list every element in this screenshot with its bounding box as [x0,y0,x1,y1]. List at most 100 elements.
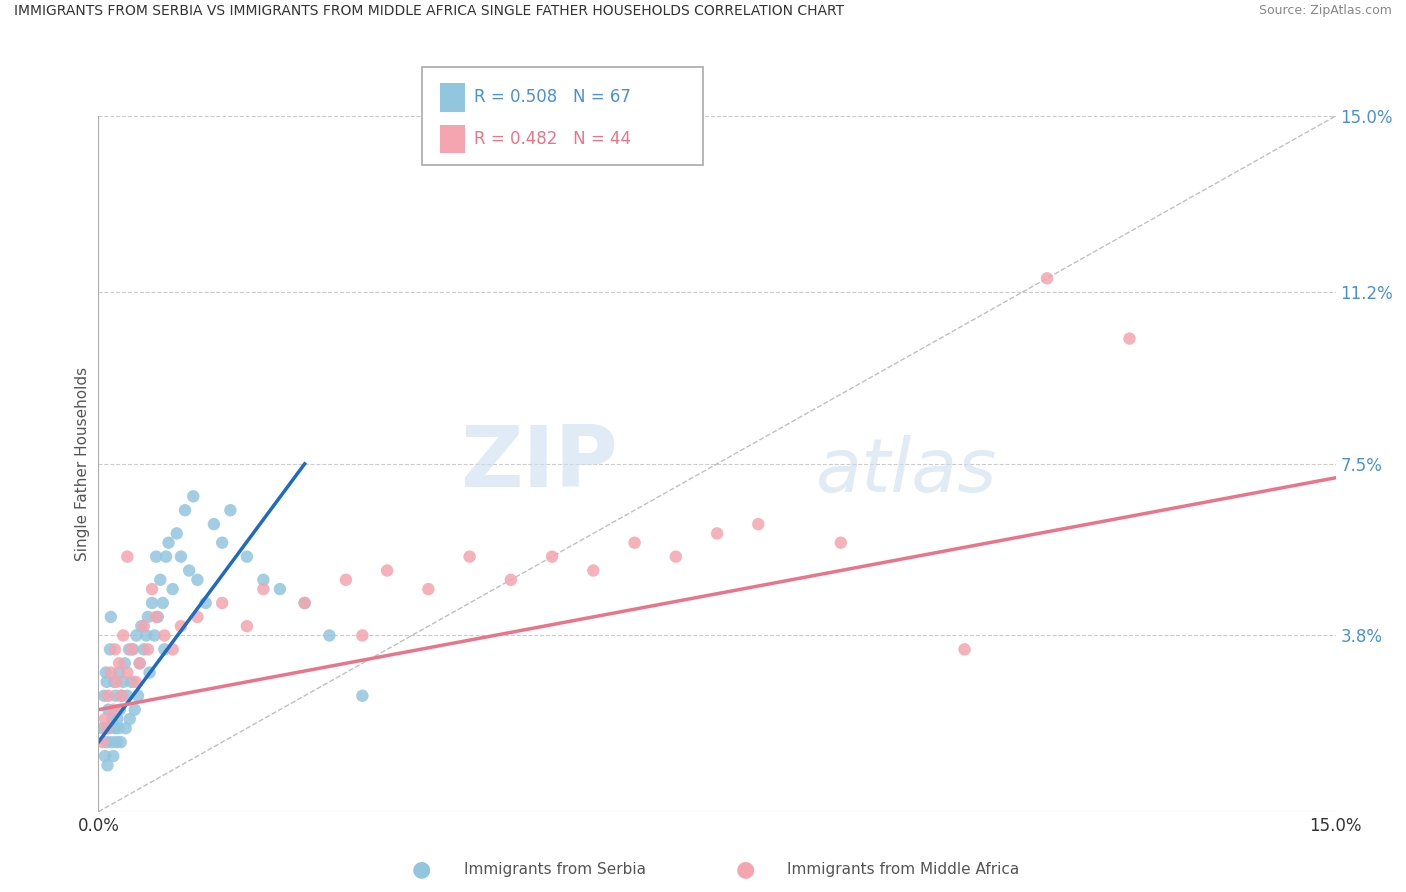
Point [105,712,128,726]
Point [202,517,225,532]
Point [132,619,155,633]
Point [103,749,125,764]
Point [186,573,208,587]
Text: Immigrants from Middle Africa: Immigrants from Middle Africa [787,863,1019,877]
Point [110,735,132,749]
Point [110,689,132,703]
Point [145,549,167,564]
Point [110,689,132,703]
Point [100,735,122,749]
Point [100,665,122,680]
Point [582,564,605,578]
Point [124,674,146,689]
Point [318,628,340,642]
Point [91,721,114,735]
Point [96,674,118,689]
Point [107,721,129,735]
Text: Source: ZipAtlas.com: Source: ZipAtlas.com [1258,4,1392,18]
Point [155,549,177,564]
Point [162,582,184,596]
Point [166,526,188,541]
Point [108,657,131,671]
Point [91,735,114,749]
Point [96,721,118,735]
Point [623,535,645,549]
Point [122,642,145,657]
Y-axis label: Single Father Households: Single Father Households [75,367,90,561]
Point [747,517,769,532]
Point [458,549,481,564]
Point [118,712,141,726]
Point [108,665,131,680]
Point [294,596,316,610]
Text: atlas: atlas [815,434,997,507]
Point [97,703,120,717]
Point [117,689,139,703]
Point [335,573,357,587]
Point [120,674,142,689]
Point [219,503,242,517]
Point [157,535,180,549]
Point [94,749,117,764]
Point [953,642,976,657]
Point [1118,332,1140,346]
Text: ●: ● [735,860,755,880]
Point [98,642,121,657]
Point [97,689,120,703]
Point [141,596,163,610]
Point [499,573,522,587]
Text: R = 0.482   N = 44: R = 0.482 N = 44 [474,130,631,148]
Point [131,619,153,633]
Point [114,657,136,671]
Text: ZIP: ZIP [460,422,619,506]
Point [101,712,124,726]
Point [269,582,291,596]
Point [96,735,118,749]
Point [108,703,131,717]
Point [162,642,184,657]
Point [135,628,157,642]
Text: IMMIGRANTS FROM SERBIA VS IMMIGRANTS FROM MIDDLE AFRICA SINGLE FATHER HOUSEHOLDS: IMMIGRANTS FROM SERBIA VS IMMIGRANTS FRO… [14,4,844,19]
Point [352,628,374,642]
Point [352,689,374,703]
Point [114,721,136,735]
Point [252,573,274,587]
Point [94,665,117,680]
Point [153,642,176,657]
Point [125,628,148,642]
Point [830,535,852,549]
Point [706,526,728,541]
Point [152,596,174,610]
Point [136,642,159,657]
Point [211,535,233,549]
Point [141,582,163,596]
Point [149,573,172,587]
Point [252,582,274,596]
Point [179,564,201,578]
Point [294,596,316,610]
Point [170,549,193,564]
Point [100,610,122,624]
Point [541,549,564,564]
Point [98,721,121,735]
Point [153,628,176,642]
Point [143,628,166,642]
Point [94,712,117,726]
Point [118,642,141,657]
Point [112,674,135,689]
Point [236,549,259,564]
Point [186,610,208,624]
Text: R = 0.508   N = 67: R = 0.508 N = 67 [474,88,631,106]
Point [375,564,398,578]
Point [181,489,204,503]
Point [93,689,115,703]
Text: Immigrants from Serbia: Immigrants from Serbia [464,863,645,877]
Point [104,642,127,657]
Point [194,596,217,610]
Point [236,619,259,633]
Point [105,674,128,689]
Point [128,657,150,671]
Point [96,758,118,772]
Point [1036,271,1059,285]
Point [104,689,127,703]
